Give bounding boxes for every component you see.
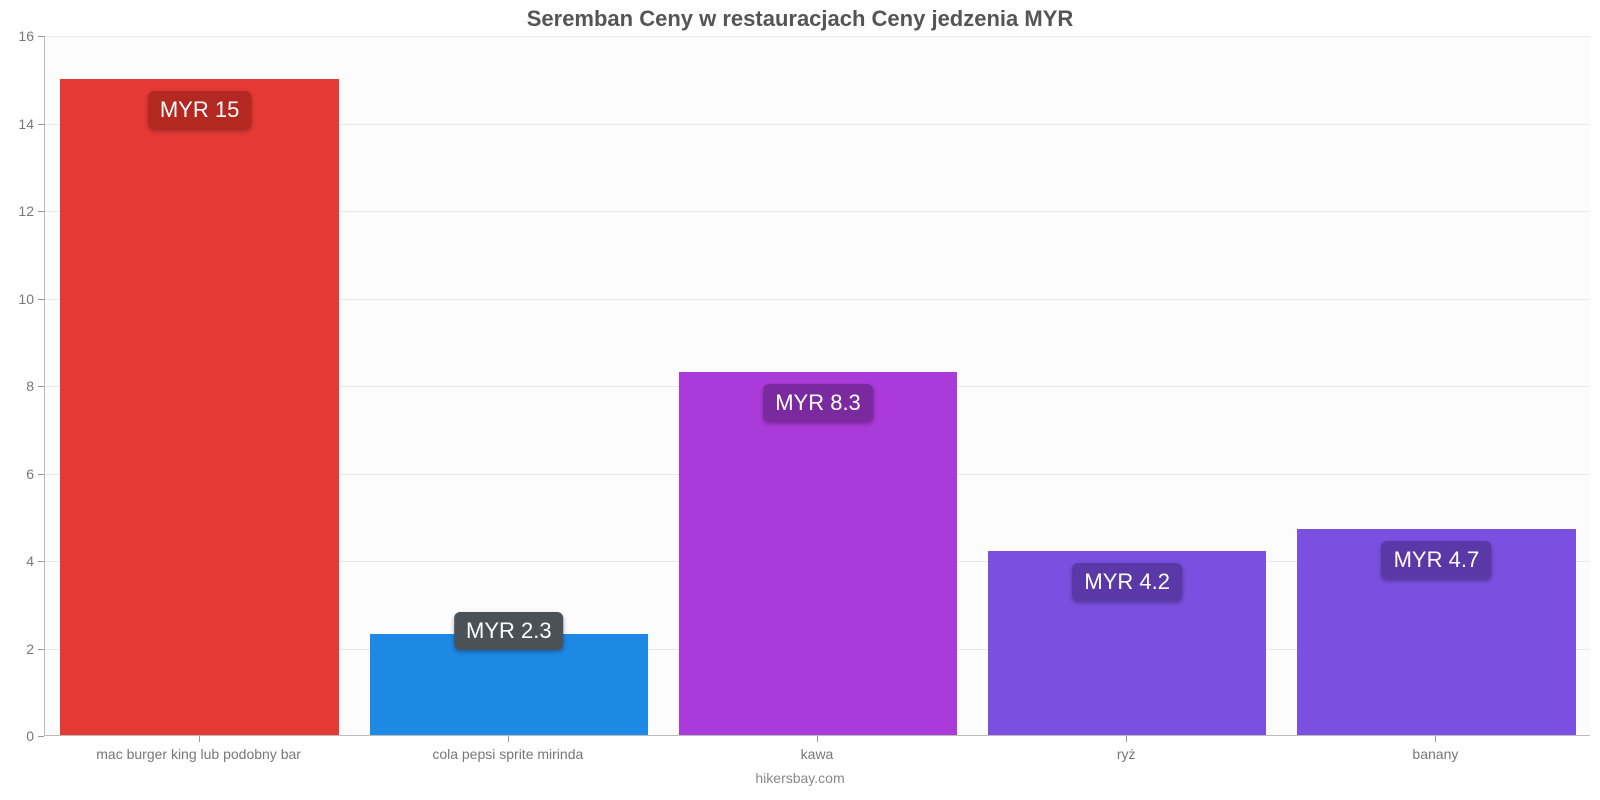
bar [679,372,957,735]
value-badge: MYR 15 [148,91,251,129]
ytick-label: 6 [0,466,34,482]
ytick-label: 12 [0,203,34,219]
ytick-mark [38,736,44,737]
ytick-mark [38,649,44,650]
xtick-label: cola pepsi sprite mirinda [432,746,583,762]
xtick-mark [1435,736,1436,742]
ytick-label: 16 [0,28,34,44]
xtick-mark [1126,736,1127,742]
xtick-label: banany [1412,746,1458,762]
ytick-label: 8 [0,378,34,394]
xtick-mark [508,736,509,742]
ytick-label: 14 [0,116,34,132]
value-badge: MYR 2.3 [454,612,564,650]
ytick-mark [38,561,44,562]
value-badge: MYR 8.3 [763,384,873,422]
xtick-label: mac burger king lub podobny bar [96,746,301,762]
ytick-label: 4 [0,553,34,569]
ytick-mark [38,124,44,125]
ytick-mark [38,36,44,37]
ytick-mark [38,386,44,387]
xtick-mark [199,736,200,742]
xtick-label: kawa [801,746,834,762]
plot-area: MYR 15 MYR 2.3 MYR 8.3 MYR 4.2 MYR 4.7 [44,36,1590,736]
ytick-label: 10 [0,291,34,307]
gridline [45,36,1590,37]
value-badge: MYR 4.2 [1072,563,1182,601]
ytick-mark [38,211,44,212]
bar [60,79,338,735]
ytick-label: 0 [0,728,34,744]
ytick-mark [38,299,44,300]
ytick-mark [38,474,44,475]
attribution: hikersbay.com [0,770,1600,786]
ytick-label: 2 [0,641,34,657]
xtick-mark [817,736,818,742]
chart-title: Seremban Ceny w restauracjach Ceny jedze… [0,6,1600,32]
xtick-label: ryż [1117,746,1136,762]
value-badge: MYR 4.7 [1382,541,1492,579]
